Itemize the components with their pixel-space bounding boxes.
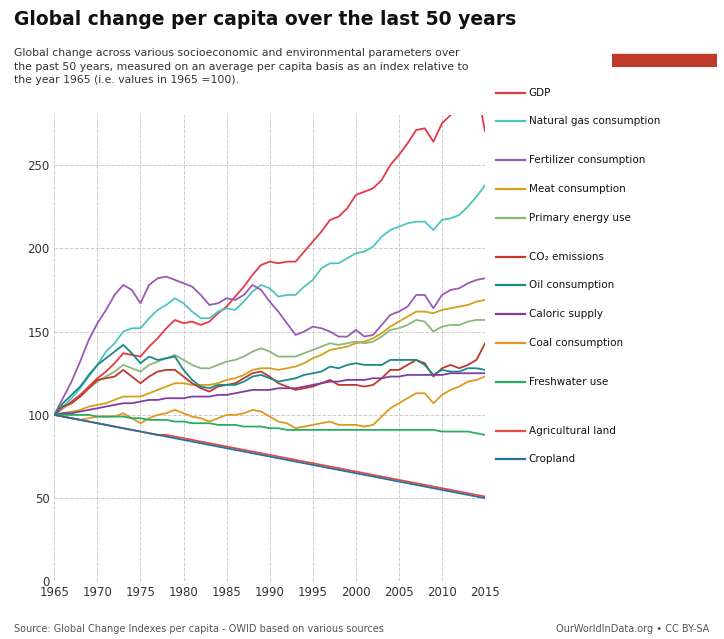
Text: GDP: GDP [529,88,551,98]
Text: Freshwater use: Freshwater use [529,376,607,387]
Text: Fertilizer consumption: Fertilizer consumption [529,155,645,166]
Text: Cropland: Cropland [529,454,576,465]
Text: Natural gas consumption: Natural gas consumption [529,116,660,127]
Text: OurWorldInData.org • CC BY-SA: OurWorldInData.org • CC BY-SA [556,624,710,634]
Text: Global change across various socioeconomic and environmental parameters over
the: Global change across various socioeconom… [14,48,469,85]
Bar [612,54,717,67]
Text: Primary energy use: Primary energy use [529,213,631,223]
Text: Global change per capita over the last 50 years: Global change per capita over the last 5… [14,10,517,29]
Text: Agricultural land: Agricultural land [529,426,615,436]
Text: Meat consumption: Meat consumption [529,184,626,194]
Text: CO₂ emissions: CO₂ emissions [529,252,604,261]
Text: Oil consumption: Oil consumption [529,281,614,290]
Text: Our World
in Data: Our World in Data [631,16,698,45]
Text: Caloric supply: Caloric supply [529,309,602,319]
Text: Source: Global Change Indexes per capita - OWID based on various sources: Source: Global Change Indexes per capita… [14,624,384,634]
Text: Coal consumption: Coal consumption [529,338,623,348]
